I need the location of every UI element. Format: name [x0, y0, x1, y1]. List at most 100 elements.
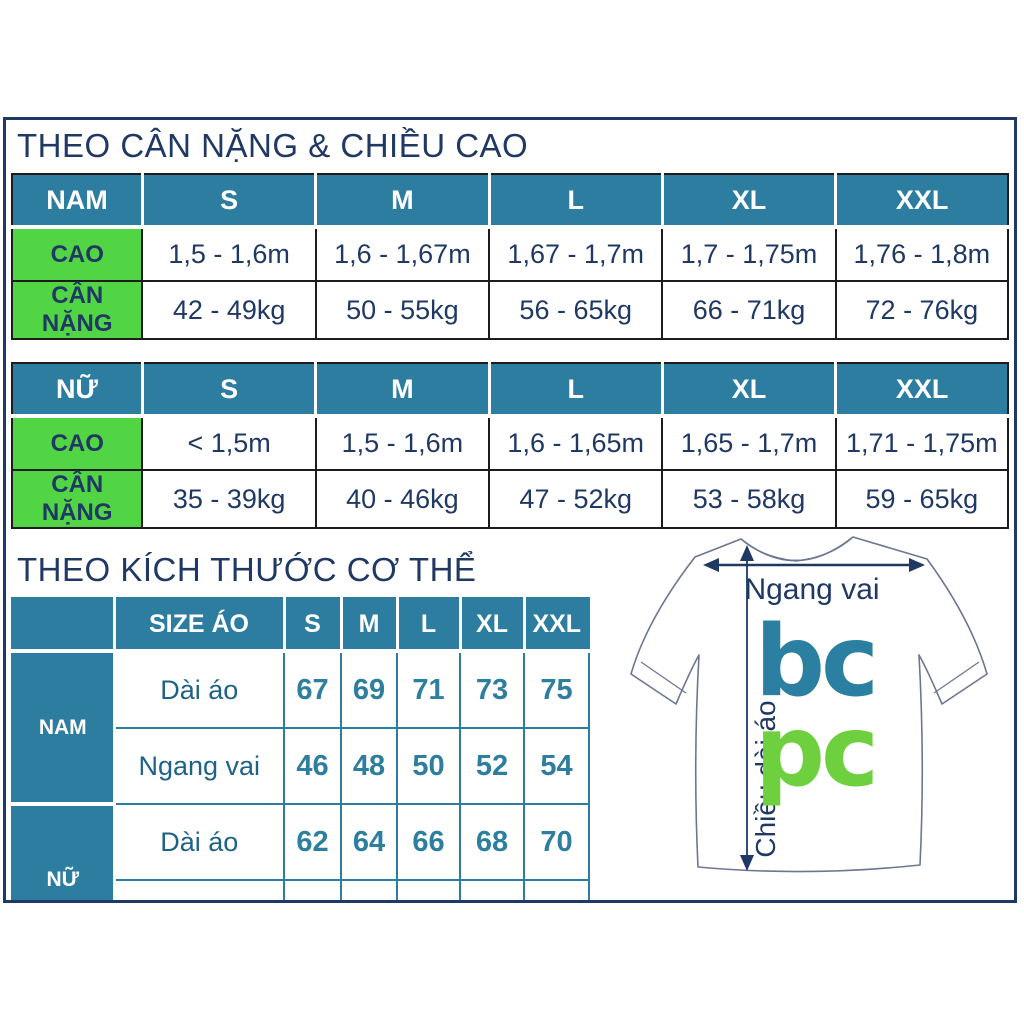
table-row-weight: CÂN NẶNG 35 - 39kg 40 - 46kg 47 - 52kg 5… — [10, 469, 1010, 529]
size-col-header: L — [489, 174, 664, 229]
size-col-header: M — [315, 363, 491, 418]
section1-title: THEO CÂN NẶNG & CHIỀU CAO — [17, 127, 529, 164]
measure-value: 50 — [396, 727, 461, 805]
measure-value: 52 — [459, 727, 525, 805]
body-size-table: SIZE ÁO S M L XL XXL NAM Dài áo 67 69 71… — [11, 597, 590, 900]
value-cell: < 1,5m — [141, 415, 317, 471]
left-cuff-seam — [640, 661, 687, 694]
arrowhead-up-icon — [740, 545, 754, 561]
table-row-height: CAO < 1,5m 1,5 - 1,6m 1,6 - 1,65m 1,65 -… — [10, 415, 1010, 471]
size-col-header: XXL — [835, 363, 1008, 418]
value-cell: 59 - 65kg — [834, 469, 1010, 529]
table-row-ngang-vai-nam: Ngang vai 46 48 50 52 54 — [12, 727, 590, 805]
value-cell: 35 - 39kg — [141, 469, 317, 529]
size-col-header: M — [341, 598, 399, 653]
value-cell: 50 - 55kg — [314, 280, 491, 340]
shoulder-width-label: Ngang vai — [744, 573, 879, 606]
measure-value: 43 — [340, 879, 398, 900]
shirt-length-label: Chiều dài áo — [750, 700, 781, 857]
tshirt-icon: Ngang vai Chiều dài áo bc pc — [630, 536, 988, 873]
tshirt-measurement-diagram: Ngang vai Chiều dài áo bc pc — [575, 496, 1011, 896]
measure-label: Dài áo — [113, 803, 285, 881]
weight-height-table-nam: NAM S M L XL XXL CAO 1,5 - 1,6m 1,6 - 1,… — [10, 173, 1010, 340]
collar — [740, 536, 854, 562]
arrowhead-right-icon — [909, 558, 925, 572]
arrowhead-left-icon — [703, 558, 719, 572]
size-col-header: XL — [662, 363, 838, 418]
size-col-header: S — [284, 598, 343, 653]
table-row-height: CAO 1,5 - 1,6m 1,6 - 1,67m 1,67 - 1,7m 1… — [10, 226, 1010, 282]
value-cell: 1,65 - 1,7m — [661, 415, 837, 471]
table-row-weight: CÂN NẶNG 42 - 49kg 50 - 55kg 56 - 65kg 6… — [10, 280, 1010, 340]
size-col-header: L — [397, 598, 462, 653]
measure-value: 49 — [523, 879, 590, 900]
table-row-ngang-vai-nu: Ngang vai 41 43 45 47 49 — [12, 879, 590, 900]
size-col-header: M — [315, 174, 491, 229]
value-cell: 53 - 58kg — [661, 469, 837, 529]
group-header-nam: NAM — [12, 174, 144, 229]
value-cell: 1,67 - 1,7m — [488, 226, 664, 282]
measure-value: 64 — [340, 803, 398, 881]
value-cell: 1,76 - 1,8m — [834, 226, 1010, 282]
measure-value: 67 — [283, 650, 342, 729]
row-label-cao: CAO — [10, 226, 144, 282]
value-cell: 56 - 65kg — [488, 280, 664, 340]
size-col-header: S — [142, 174, 318, 229]
group-cell-nam: NAM — [12, 649, 116, 806]
table-header-row: SIZE ÁO S M L XL XXL — [12, 598, 589, 653]
weight-height-table-nu: NỮ S M L XL XXL CAO < 1,5m 1,5 - 1,6m 1,… — [10, 362, 1010, 529]
row-label-cao: CAO — [10, 415, 144, 471]
measure-value: 71 — [396, 650, 461, 729]
group-header-nu: NỮ — [12, 363, 144, 418]
measure-value: 54 — [523, 727, 590, 805]
measure-value: 69 — [340, 650, 398, 729]
tshirt-outline — [630, 536, 988, 873]
value-cell: 1,6 - 1,65m — [488, 415, 664, 471]
size-col-header: XXL — [835, 174, 1008, 229]
row-label-cannang: CÂN NẶNG — [10, 280, 144, 340]
measure-value: 73 — [459, 650, 525, 729]
size-col-header: XXL — [524, 598, 589, 653]
measure-value: 47 — [459, 879, 525, 900]
row-label-cannang: CÂN NẶNG — [10, 469, 144, 529]
corner-cell — [12, 598, 116, 653]
measure-label: Ngang vai — [113, 879, 285, 900]
value-cell: 40 - 46kg — [314, 469, 491, 529]
value-cell: 1,7 - 1,75m — [661, 226, 837, 282]
value-cell: 47 - 52kg — [488, 469, 664, 529]
size-col-header: L — [489, 363, 664, 418]
value-cell: 72 - 76kg — [834, 280, 1010, 340]
measure-value: 66 — [396, 803, 461, 881]
body-size-section: SIZE ÁO S M L XL XXL NAM Dài áo 67 69 71… — [11, 597, 1009, 900]
value-cell: 66 - 71kg — [661, 280, 837, 340]
size-ao-header: SIZE ÁO — [114, 598, 286, 653]
arrowhead-down-icon — [740, 855, 754, 871]
value-cell: 42 - 49kg — [141, 280, 317, 340]
logo-bc: bc — [755, 605, 875, 719]
measure-value: 70 — [523, 803, 590, 881]
size-col-header: XL — [662, 174, 838, 229]
measure-value: 75 — [523, 650, 590, 729]
table-header-row: NAM S M L XL XXL — [12, 174, 1008, 229]
measure-label: Dài áo — [113, 650, 285, 729]
table-row-dai-ao-nam: NAM Dài áo 67 69 71 73 75 — [12, 649, 590, 806]
measure-value: 68 — [459, 803, 525, 881]
right-cuff-seam — [933, 661, 980, 694]
measure-value: 46 — [283, 727, 342, 805]
measure-value: 48 — [340, 727, 398, 805]
size-chart-panel: THEO CÂN NẶNG & CHIỀU CAO NAM S M L XL X… — [3, 117, 1017, 903]
table-row-dai-ao-nu: NỮ Dài áo 62 64 66 68 70 — [12, 802, 590, 900]
logo-pc: pc — [755, 695, 875, 809]
group-cell-nu: NỮ — [12, 802, 116, 900]
size-col-header: S — [142, 363, 318, 418]
measure-value: 45 — [396, 879, 461, 900]
value-cell: 1,6 - 1,67m — [314, 226, 491, 282]
size-col-header: XL — [460, 598, 526, 653]
value-cell: 1,5 - 1,6m — [141, 226, 317, 282]
value-cell: 1,5 - 1,6m — [314, 415, 491, 471]
section2-title: THEO KÍCH THƯỚC CƠ THỂ — [17, 551, 477, 588]
table-header-row: NỮ S M L XL XXL — [12, 363, 1008, 418]
measure-value: 62 — [283, 803, 342, 881]
measure-value: 41 — [283, 879, 342, 900]
value-cell: 1,71 - 1,75m — [834, 415, 1010, 471]
